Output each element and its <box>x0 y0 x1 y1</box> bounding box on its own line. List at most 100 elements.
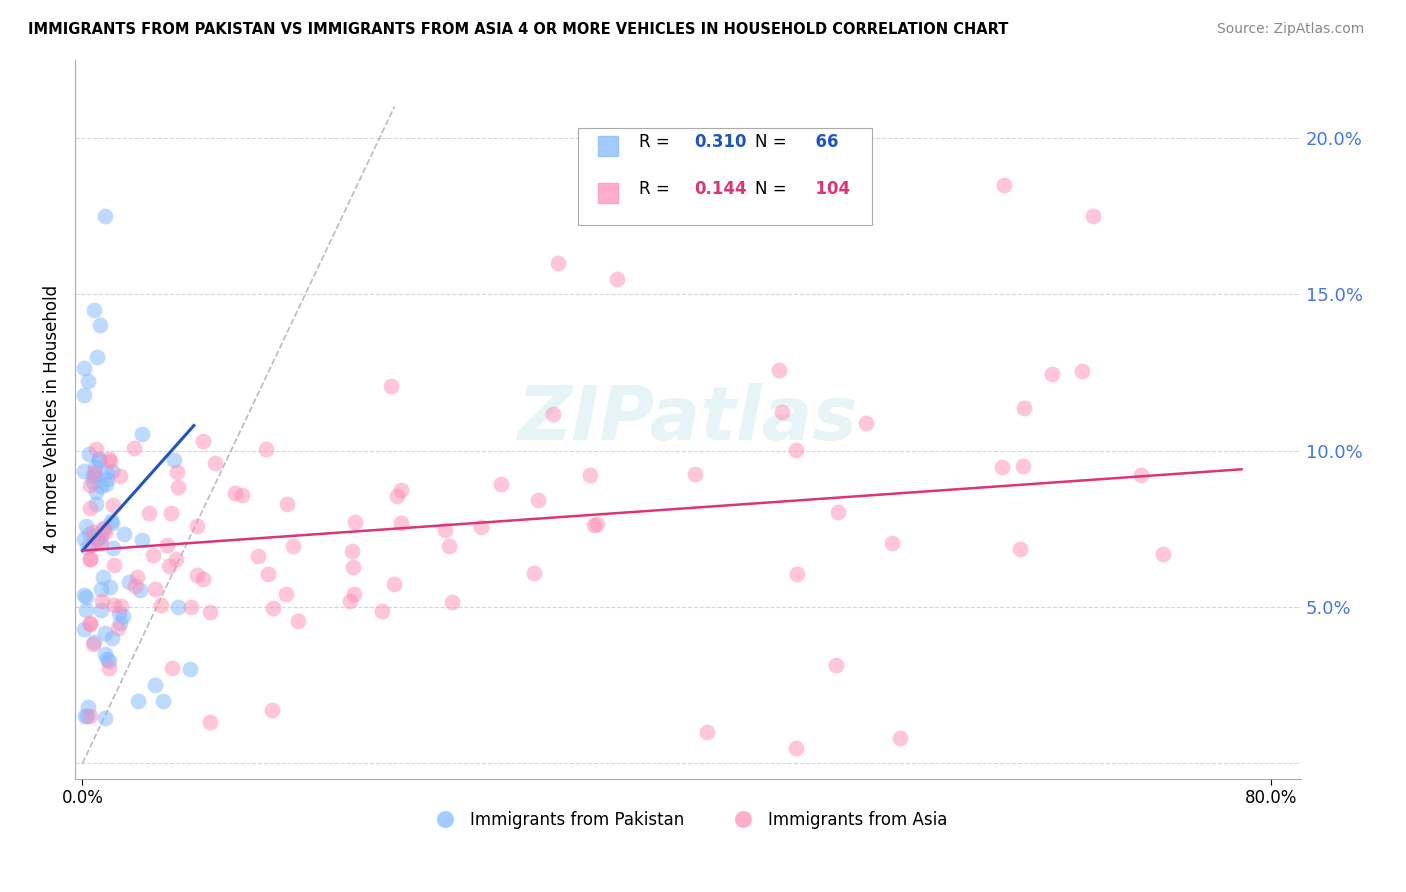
Point <box>541 407 564 421</box>
Point <box>103 558 125 573</box>
Point <box>111 609 134 624</box>
Point <box>83 459 105 474</box>
Point <box>82 525 104 540</box>
Point <box>287 614 309 628</box>
Point <box>204 456 226 470</box>
Point <box>262 601 284 615</box>
Point <box>380 378 402 392</box>
Point <box>1130 467 1153 482</box>
Point <box>1071 364 1094 378</box>
Point <box>606 271 628 285</box>
Point <box>76 709 98 723</box>
Point <box>84 497 107 511</box>
Point <box>79 552 101 566</box>
Point <box>90 479 112 493</box>
Text: 104: 104 <box>804 180 851 198</box>
Point <box>434 523 457 537</box>
Point <box>93 522 115 536</box>
Point <box>76 375 98 389</box>
Point <box>281 539 304 553</box>
Point <box>89 533 111 548</box>
Point <box>127 694 149 708</box>
Point <box>163 452 186 467</box>
Point <box>382 576 405 591</box>
Point <box>149 599 172 613</box>
Point <box>93 647 115 661</box>
Text: Source: ZipAtlas.com: Source: ZipAtlas.com <box>1216 22 1364 37</box>
Point <box>586 516 609 531</box>
Point <box>73 588 96 602</box>
Point <box>87 452 110 467</box>
Point <box>198 714 221 729</box>
Point <box>889 731 911 746</box>
Point <box>152 694 174 708</box>
Point <box>75 709 97 723</box>
Point <box>880 535 903 549</box>
FancyBboxPatch shape <box>578 128 872 225</box>
Point <box>156 538 179 552</box>
Point <box>191 572 214 586</box>
Point <box>82 469 104 483</box>
Point <box>96 472 118 486</box>
Point <box>101 541 124 556</box>
Point <box>441 595 464 609</box>
Point <box>385 489 408 503</box>
Point <box>340 544 363 558</box>
Point <box>77 527 100 541</box>
Point <box>186 567 208 582</box>
Point <box>1040 367 1063 381</box>
Point <box>370 605 392 619</box>
Point <box>1081 209 1104 223</box>
Point <box>91 520 114 534</box>
Text: 0.310: 0.310 <box>695 133 747 152</box>
Point <box>142 548 165 562</box>
Point <box>131 533 153 547</box>
Point <box>191 434 214 449</box>
Point <box>75 590 97 604</box>
Point <box>118 575 141 590</box>
Text: 66: 66 <box>804 133 839 152</box>
Point <box>79 447 101 461</box>
Point <box>75 519 97 533</box>
Point <box>276 587 298 601</box>
Point <box>439 540 461 554</box>
Text: N =: N = <box>755 180 793 198</box>
Point <box>94 477 117 491</box>
Point <box>84 442 107 457</box>
Point <box>97 661 120 675</box>
Point <box>73 464 96 478</box>
Point <box>112 527 135 541</box>
Point <box>97 653 120 667</box>
Point <box>276 497 298 511</box>
Point <box>167 599 190 614</box>
Point <box>224 486 246 500</box>
Point <box>180 600 202 615</box>
Point <box>470 519 492 533</box>
Point <box>489 476 512 491</box>
Point <box>107 621 129 635</box>
Point <box>342 587 364 601</box>
Point <box>231 488 253 502</box>
Point <box>157 558 180 573</box>
Point <box>1010 541 1032 556</box>
Point <box>143 582 166 596</box>
Point <box>98 454 121 468</box>
Point <box>101 498 124 512</box>
Point <box>1152 547 1174 561</box>
Point <box>166 480 188 494</box>
Point <box>254 442 277 457</box>
Point <box>256 567 278 582</box>
Point <box>82 475 104 489</box>
Point <box>991 460 1014 475</box>
Point <box>1011 459 1033 474</box>
Point <box>824 658 846 673</box>
Point <box>523 566 546 580</box>
Point <box>83 635 105 649</box>
Point <box>94 626 117 640</box>
Point <box>108 606 131 620</box>
Point <box>186 518 208 533</box>
Point <box>96 652 118 666</box>
Point <box>90 593 112 607</box>
Point <box>90 536 112 550</box>
Point <box>1012 401 1035 415</box>
